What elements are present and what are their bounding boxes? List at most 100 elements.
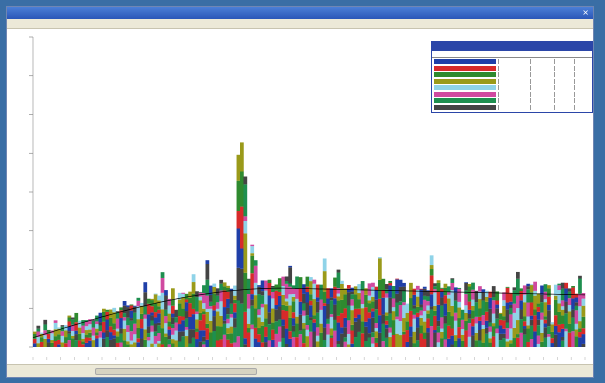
bar-segment: [112, 323, 117, 330]
bar-segment: [233, 299, 237, 304]
chart-legend: [431, 41, 593, 113]
bar-segment: [88, 340, 92, 347]
bar-segment: [471, 282, 475, 290]
bar-segment: [143, 318, 148, 330]
bar-segment: [67, 321, 72, 327]
bar-segment: [202, 330, 206, 337]
bar-segment: [240, 268, 244, 304]
legend-swatch: [434, 91, 496, 97]
bar-segment: [160, 292, 165, 310]
bar-segment: [581, 328, 586, 335]
bar-segment: [422, 299, 427, 312]
legend-cell: [530, 85, 549, 90]
bar-segment: [177, 316, 182, 325]
bar-segment: [250, 329, 255, 347]
bar-segment: [115, 318, 120, 329]
bar-segment: [502, 292, 506, 301]
bar-segment: [557, 303, 562, 312]
bar-segment: [464, 320, 468, 331]
bar-segment: [146, 333, 151, 338]
bar-segment: [412, 305, 417, 309]
bar-segment: [153, 303, 158, 313]
bar-segment: [191, 308, 196, 315]
bar-segment: [98, 325, 103, 332]
bar-segment: [267, 340, 272, 347]
bar-segment: [133, 323, 137, 335]
bar-segment: [443, 315, 448, 324]
bar-segment: [426, 313, 431, 319]
bar-segment: [491, 323, 496, 327]
bar-segment: [277, 319, 282, 327]
bar-segment: [491, 297, 496, 301]
bar-segment: [150, 320, 155, 326]
bar-segment: [171, 299, 175, 306]
bar-segment: [391, 286, 396, 299]
bar-segment: [88, 324, 92, 330]
bar-segment: [509, 292, 513, 302]
bar-segment: [157, 309, 161, 314]
bar-segment: [305, 276, 310, 287]
bar-segment: [315, 312, 320, 328]
bar-segment: [471, 306, 475, 311]
bar-segment: [188, 297, 192, 304]
bar-segment: [126, 325, 130, 332]
legend-cell: [530, 91, 549, 97]
bar-segment: [233, 318, 237, 328]
bar-segment: [91, 327, 96, 336]
bar-segment: [564, 282, 569, 289]
bar-segment: [315, 284, 320, 298]
bar-segment: [464, 294, 468, 306]
bar-segment: [543, 323, 548, 328]
bar-segment: [498, 340, 503, 347]
bar-segment: [543, 327, 548, 338]
bar-segment: [74, 312, 79, 323]
bar-segment: [181, 308, 186, 317]
bar-segment: [253, 295, 258, 309]
bar-segment: [284, 276, 289, 282]
bar-segment: [512, 312, 517, 328]
bar-segment: [381, 323, 386, 342]
bar-segment: [484, 333, 489, 347]
bar-segment: [350, 305, 355, 311]
bar-segment: [436, 282, 441, 292]
bar-segment: [236, 211, 241, 229]
bar-segment: [329, 328, 334, 336]
bar-segment: [233, 312, 237, 319]
bar-segment: [409, 336, 413, 347]
bar-segment: [440, 291, 444, 298]
horizontal-scrollbar[interactable]: [95, 368, 257, 375]
bar-segment: [567, 298, 572, 306]
close-icon[interactable]: ×: [582, 8, 589, 17]
bar-segment: [288, 331, 293, 339]
bar-segment: [447, 325, 451, 339]
bar-segment: [70, 335, 75, 339]
status-bar: [7, 364, 593, 377]
bar-segment: [378, 257, 382, 259]
bar-segment: [395, 302, 399, 317]
bar-segment: [322, 271, 327, 292]
bar-segment: [164, 309, 168, 317]
bar-segment: [146, 337, 151, 341]
bar-segment: [312, 299, 317, 316]
bar-segment: [457, 307, 462, 319]
bar-segment: [412, 288, 417, 295]
bar-segment: [146, 340, 151, 347]
bar-segment: [388, 327, 393, 333]
bar-segment: [512, 287, 517, 291]
bar-segment: [212, 286, 217, 294]
bar-segment: [243, 311, 248, 339]
bar-segment: [502, 320, 506, 329]
bar-segment: [447, 311, 451, 326]
bar-segment: [453, 320, 458, 336]
bar-segment: [150, 343, 155, 347]
bar-segment: [395, 333, 399, 347]
bar-segment: [322, 305, 327, 328]
bar-segment: [488, 297, 493, 309]
bar-segment: [498, 319, 503, 326]
legend-cell: [554, 104, 573, 110]
bar-segment: [126, 307, 130, 318]
legend-cell: [498, 104, 517, 110]
bar-segment: [464, 282, 468, 291]
bar-segment: [443, 295, 448, 304]
bar-segment: [367, 303, 372, 313]
